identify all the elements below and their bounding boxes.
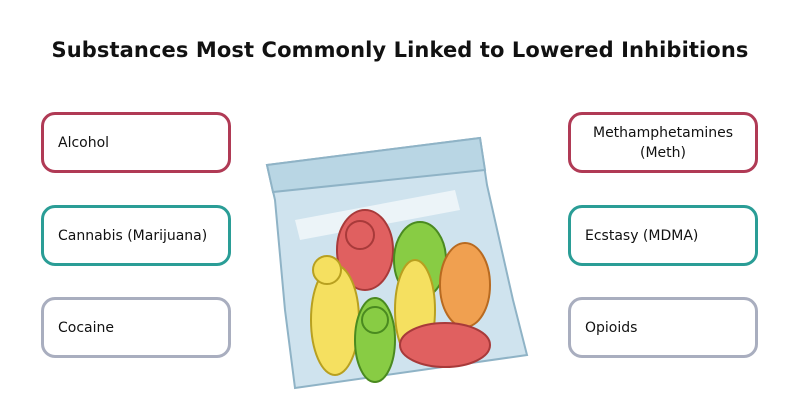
box-ecstasy: Ecstasy (MDMA) [568, 205, 758, 266]
page-title: Substances Most Commonly Linked to Lower… [51, 38, 749, 62]
box-cocaine: Cocaine [41, 297, 231, 358]
box-methamphetamines: Methamphetamines (Meth) [568, 112, 758, 173]
box-cannabis: Cannabis (Marijuana) [41, 205, 231, 266]
gummy-bears [310, 209, 491, 383]
box-label: Ecstasy (MDMA) [585, 227, 699, 244]
box-label: Cannabis (Marijuana) [58, 227, 208, 244]
box-label: Alcohol [58, 134, 110, 151]
box-alcohol: Alcohol [41, 112, 231, 173]
box-opioids: Opioids [568, 297, 758, 358]
gummy-bear-bag-illustration [265, 136, 529, 390]
orange-bear [439, 242, 491, 328]
box-label: Methamphetamines (Meth) [592, 124, 734, 161]
box-label: Cocaine [58, 319, 114, 336]
box-label: Opioids [585, 319, 638, 336]
red-bear-2 [399, 322, 491, 368]
bag-seal [265, 136, 487, 194]
